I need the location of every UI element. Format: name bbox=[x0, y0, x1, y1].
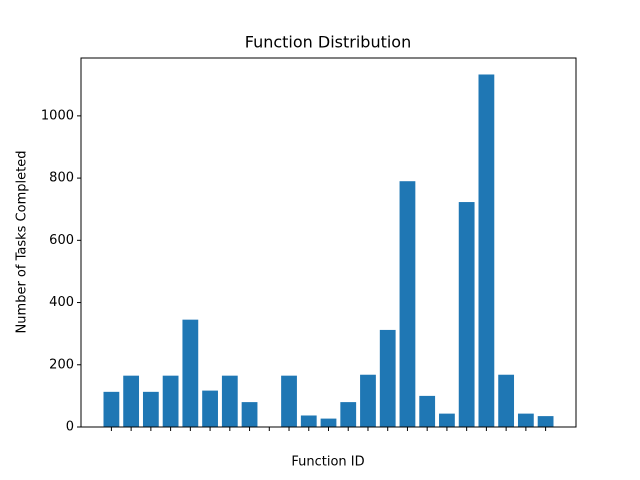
chart-title: Function Distribution bbox=[245, 33, 411, 52]
x-axis-label: Function ID bbox=[291, 455, 364, 470]
bar bbox=[300, 415, 317, 427]
bar bbox=[458, 202, 475, 427]
y-tick-label: 1000 bbox=[41, 108, 74, 123]
bar bbox=[202, 390, 218, 427]
bar bbox=[498, 374, 515, 427]
plot-frame bbox=[80, 57, 577, 428]
bar bbox=[320, 418, 337, 427]
bar bbox=[123, 375, 140, 427]
bar bbox=[517, 413, 534, 427]
bar bbox=[379, 329, 396, 427]
bar bbox=[439, 413, 455, 427]
bar bbox=[478, 74, 495, 428]
y-tick-label: 0 bbox=[66, 420, 74, 435]
bar bbox=[281, 375, 297, 427]
bar bbox=[399, 181, 416, 427]
y-axis-label: Number of Tasks Completed bbox=[15, 151, 30, 334]
bar bbox=[537, 416, 554, 427]
y-tick-label: 600 bbox=[49, 233, 74, 248]
y-tick-label: 800 bbox=[49, 171, 74, 186]
bar bbox=[340, 402, 357, 427]
bar bbox=[142, 391, 159, 427]
y-tick-label: 200 bbox=[49, 357, 74, 372]
y-tick-label: 400 bbox=[49, 295, 74, 310]
bar bbox=[162, 375, 179, 427]
bar bbox=[241, 402, 258, 427]
bar bbox=[419, 395, 436, 427]
bar bbox=[103, 391, 120, 427]
bar bbox=[182, 319, 199, 427]
bar bbox=[221, 375, 238, 427]
bar bbox=[360, 374, 376, 427]
